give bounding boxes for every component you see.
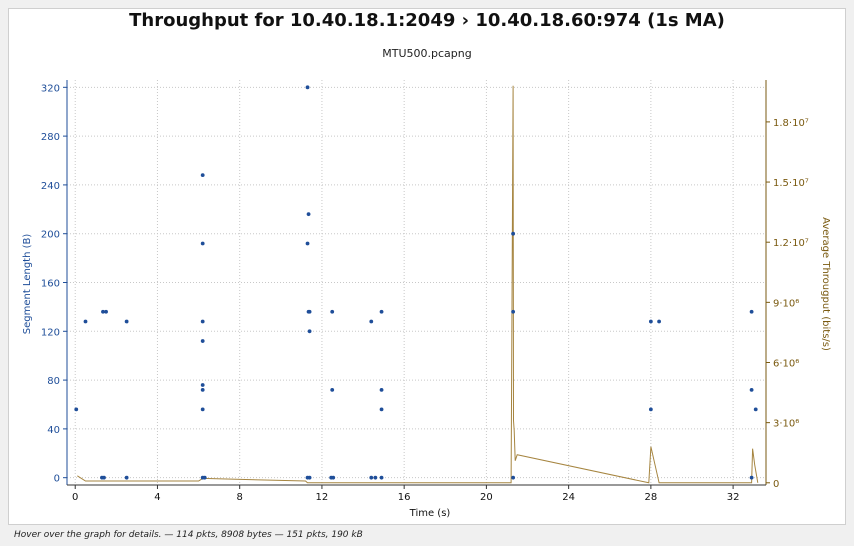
segment-point bbox=[330, 387, 335, 392]
x-tick-label: 32 bbox=[727, 492, 740, 503]
segment-point bbox=[83, 319, 88, 324]
segment-point bbox=[511, 309, 516, 314]
x-tick-label: 16 bbox=[398, 492, 411, 503]
segment-point bbox=[369, 475, 374, 480]
segment-point bbox=[200, 407, 205, 412]
segment-point bbox=[369, 319, 374, 324]
segment-point bbox=[511, 475, 516, 480]
segment-point bbox=[104, 309, 108, 314]
segment-point bbox=[749, 475, 754, 480]
x-tick-label: 0 bbox=[72, 492, 78, 503]
chart-subtitle: MTU500.pcapng bbox=[382, 47, 472, 60]
y-tick-label: 40 bbox=[47, 425, 60, 436]
segment-point bbox=[379, 387, 384, 392]
status-bar-text: Hover over the graph for details. — 114 … bbox=[14, 530, 363, 540]
y2-tick-label: 1.5·10⁷ bbox=[773, 178, 809, 189]
segment-point bbox=[200, 319, 205, 324]
x-tick-label: 28 bbox=[645, 492, 658, 503]
grid-lines bbox=[67, 80, 766, 485]
segment-point bbox=[511, 231, 516, 236]
y-tick-label: 80 bbox=[47, 376, 60, 387]
segment-point bbox=[306, 212, 311, 217]
segment-point bbox=[124, 319, 129, 324]
y-tick-label: 240 bbox=[41, 181, 60, 192]
y-tick-label: 280 bbox=[41, 132, 60, 143]
segment-length-series bbox=[74, 85, 758, 480]
segment-point bbox=[379, 309, 384, 314]
segment-point bbox=[305, 85, 310, 90]
y-tick-label: 160 bbox=[41, 279, 60, 290]
segment-point bbox=[307, 329, 312, 334]
segment-point bbox=[749, 387, 754, 392]
x-tick-label: 4 bbox=[154, 492, 160, 503]
segment-point bbox=[102, 475, 106, 480]
segment-point bbox=[202, 475, 207, 480]
segment-point bbox=[753, 407, 758, 412]
segment-point bbox=[379, 475, 384, 480]
x-tick-label: 20 bbox=[480, 492, 493, 503]
x-tick-label: 24 bbox=[562, 492, 575, 503]
throughput-line bbox=[77, 85, 759, 484]
y2-tick-label: 9·10⁶ bbox=[773, 298, 799, 309]
y2-tick-label: 6·10⁶ bbox=[773, 358, 799, 369]
y2-tick-label: 0 bbox=[773, 479, 779, 490]
y-tick-label: 320 bbox=[41, 83, 60, 94]
segment-point bbox=[331, 475, 336, 480]
segment-point bbox=[101, 309, 105, 314]
segment-point bbox=[74, 407, 79, 412]
segment-point bbox=[749, 309, 754, 314]
segment-point bbox=[648, 407, 653, 412]
segment-point bbox=[657, 319, 661, 324]
segment-point bbox=[200, 241, 205, 246]
axes: 0 4 8 12 16 20 24 28 320408012016020024028032003… bbox=[41, 80, 809, 503]
segment-point bbox=[200, 339, 205, 343]
y-tick-label: 120 bbox=[41, 327, 60, 338]
throughput-series bbox=[77, 85, 759, 484]
segment-point bbox=[648, 319, 653, 324]
segment-point bbox=[379, 407, 384, 412]
segment-point bbox=[200, 387, 205, 392]
x-tick-label: 12 bbox=[316, 492, 329, 503]
y-tick-label: 200 bbox=[41, 230, 60, 241]
chart-frame bbox=[8, 8, 846, 525]
segment-point bbox=[305, 241, 310, 246]
y2-axis-label: Average Througput (bits/s) bbox=[820, 217, 831, 351]
x-axis-label: Time (s) bbox=[409, 508, 451, 519]
y2-tick-label: 1.2·10⁷ bbox=[773, 238, 809, 249]
segment-point bbox=[124, 475, 129, 480]
x-tick-label: 8 bbox=[237, 492, 243, 503]
segment-point bbox=[200, 383, 205, 387]
segment-point bbox=[306, 309, 311, 314]
y2-tick-label: 1.8·10⁷ bbox=[773, 118, 809, 129]
y-tick-label: 0 bbox=[54, 474, 60, 485]
segment-point bbox=[200, 173, 205, 178]
chart-title: Throughput for 10.40.18.1:2049 › 10.40.1… bbox=[129, 10, 725, 31]
segment-point bbox=[373, 475, 378, 480]
segment-point bbox=[330, 309, 335, 314]
segment-point bbox=[307, 475, 312, 480]
y-axis-label: Segment Length (B) bbox=[22, 234, 33, 335]
y2-tick-label: 3·10⁶ bbox=[773, 419, 799, 430]
